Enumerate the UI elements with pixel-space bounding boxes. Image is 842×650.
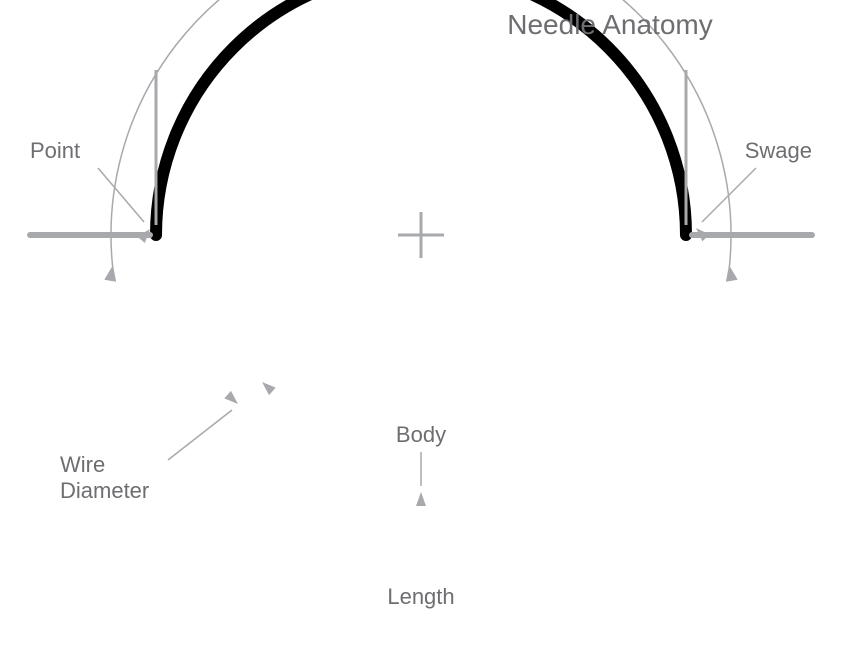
label-diameter: Diameter <box>60 478 149 503</box>
label-point: Point <box>30 138 80 163</box>
label-wire: Wire <box>60 452 105 477</box>
canvas-bg <box>0 0 842 650</box>
label-length: Length <box>387 584 454 609</box>
label-body: Body <box>396 422 446 447</box>
diagram-title: Needle Anatomy <box>507 9 712 40</box>
label-swage: Swage <box>745 138 812 163</box>
